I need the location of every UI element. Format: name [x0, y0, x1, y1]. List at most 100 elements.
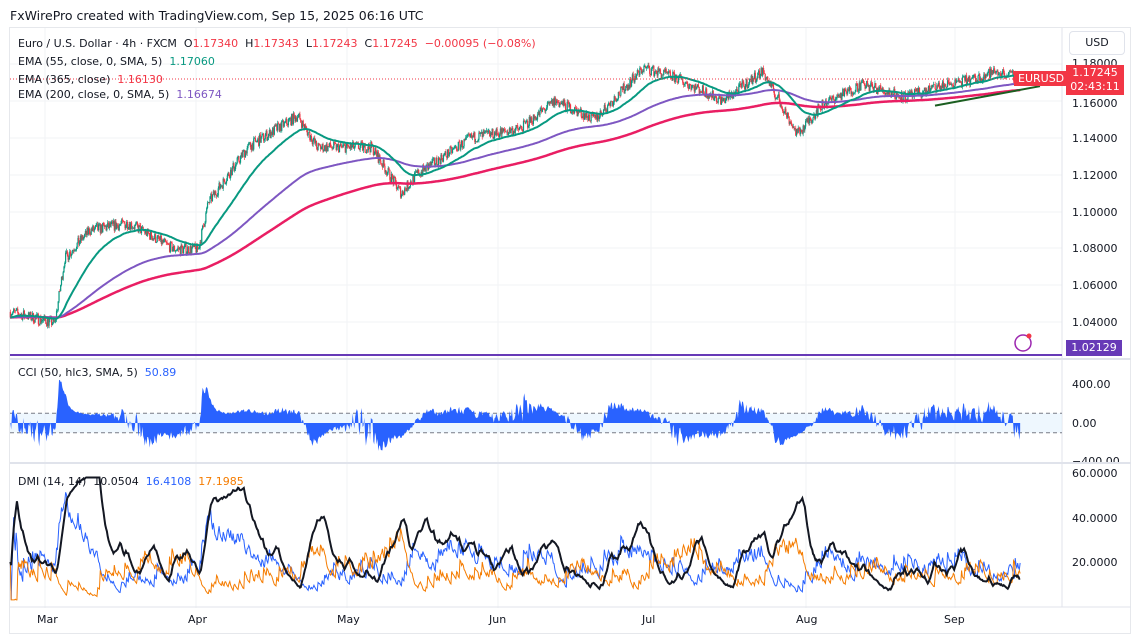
candle-body — [132, 227, 134, 229]
candle-body — [865, 86, 867, 89]
candle-body — [661, 74, 663, 78]
candle-body — [150, 231, 153, 238]
candle-body — [838, 95, 841, 98]
candle-body — [819, 107, 822, 110]
candle-body — [155, 242, 157, 243]
dmi-legend[interactable]: DMI (14, 14) 10.0504 16.4108 17.1985 — [18, 475, 244, 488]
candle-body — [612, 102, 615, 106]
candle-body — [187, 246, 190, 254]
candle-body — [583, 113, 585, 120]
candle-body — [296, 117, 298, 122]
candle-body — [230, 169, 233, 175]
candle-body — [1009, 70, 1011, 72]
candle-body — [706, 95, 709, 98]
candle-body — [739, 83, 742, 85]
candle-body — [314, 138, 316, 144]
cci-legend[interactable]: CCI (50, hlc3, SMA, 5) 50.89 — [18, 366, 176, 379]
candle-body — [594, 116, 596, 118]
plus-di-line — [9, 492, 1021, 600]
candle-body — [343, 144, 345, 146]
ema55-legend[interactable]: EMA (55, close, 0, SMA, 5) 1.17060 — [18, 55, 215, 68]
candle-body — [266, 131, 268, 141]
candle-body — [1008, 72, 1010, 76]
candle-body — [180, 245, 182, 254]
candle-body — [695, 84, 697, 89]
candle-body — [727, 94, 729, 100]
candle-body — [836, 95, 838, 99]
candle-body — [240, 152, 242, 157]
ema365-legend[interactable]: EMA (365, close) 1.16130 — [18, 73, 163, 86]
ema200-legend[interactable]: EMA (200, close, 0, SMA, 5) 1.16674 — [18, 88, 222, 101]
candle-body — [68, 257, 70, 260]
candle-body — [853, 92, 855, 94]
candle-body — [487, 131, 489, 132]
candle-body — [332, 147, 334, 149]
candle-body — [666, 72, 668, 73]
candle-body — [217, 188, 219, 196]
candle-body — [611, 101, 613, 102]
candle-body — [957, 78, 959, 81]
candle-body — [502, 128, 504, 131]
candle-body — [795, 128, 797, 136]
candle-body — [500, 128, 502, 135]
candle-body — [325, 144, 327, 152]
candle-body — [110, 222, 112, 227]
candle-body — [559, 103, 561, 107]
candle-body — [945, 85, 947, 88]
candle-body — [260, 136, 262, 143]
candle-body — [916, 88, 918, 92]
candle-body — [107, 222, 110, 228]
ema200-value: 1.16674 — [176, 88, 222, 101]
candle-body — [250, 147, 252, 150]
candle-body — [462, 146, 464, 148]
candle-body — [852, 93, 855, 95]
candle-body — [275, 125, 277, 127]
candle-body — [918, 87, 921, 96]
candle-body — [716, 101, 718, 103]
candle-body — [990, 68, 992, 75]
candle-body — [682, 82, 685, 85]
candle-body — [98, 224, 100, 231]
candle-body — [227, 172, 229, 176]
candle-body — [501, 128, 503, 135]
candle-body — [161, 239, 163, 244]
candle-body — [709, 95, 711, 97]
candle-body — [792, 126, 794, 128]
candle-body — [942, 81, 945, 89]
candle-body — [390, 173, 393, 183]
month-label: Mar — [37, 613, 58, 626]
candle-body — [646, 66, 648, 68]
candle-body — [74, 251, 76, 252]
candle-body — [845, 89, 847, 93]
candle-body — [872, 87, 874, 91]
candle-body — [303, 124, 305, 129]
candle-body — [665, 69, 667, 73]
candle-body — [923, 87, 926, 91]
candle-body — [289, 117, 291, 120]
candle-body — [938, 82, 940, 89]
candle-body — [252, 143, 254, 150]
symbol-tag: EURUSD — [1014, 71, 1069, 86]
candle-body — [181, 245, 183, 248]
candle-body — [843, 88, 845, 97]
candle-body — [593, 114, 596, 117]
candle-body — [60, 276, 63, 285]
candle-body — [163, 239, 165, 243]
candle-body — [31, 319, 33, 320]
candle-body — [821, 100, 823, 110]
currency-button[interactable]: USD — [1069, 31, 1125, 55]
candle-body — [606, 109, 608, 113]
candle-body — [860, 83, 862, 91]
candle-body — [329, 142, 331, 147]
candle-body — [835, 98, 837, 100]
candle-body — [269, 130, 271, 139]
candle-body — [523, 120, 525, 122]
candle-body — [338, 146, 341, 153]
candle-body — [973, 74, 975, 77]
candle-body — [59, 291, 61, 292]
candle-body — [11, 314, 13, 316]
candle-body — [658, 68, 660, 72]
candle-body — [143, 230, 145, 232]
candle-body — [724, 98, 726, 104]
